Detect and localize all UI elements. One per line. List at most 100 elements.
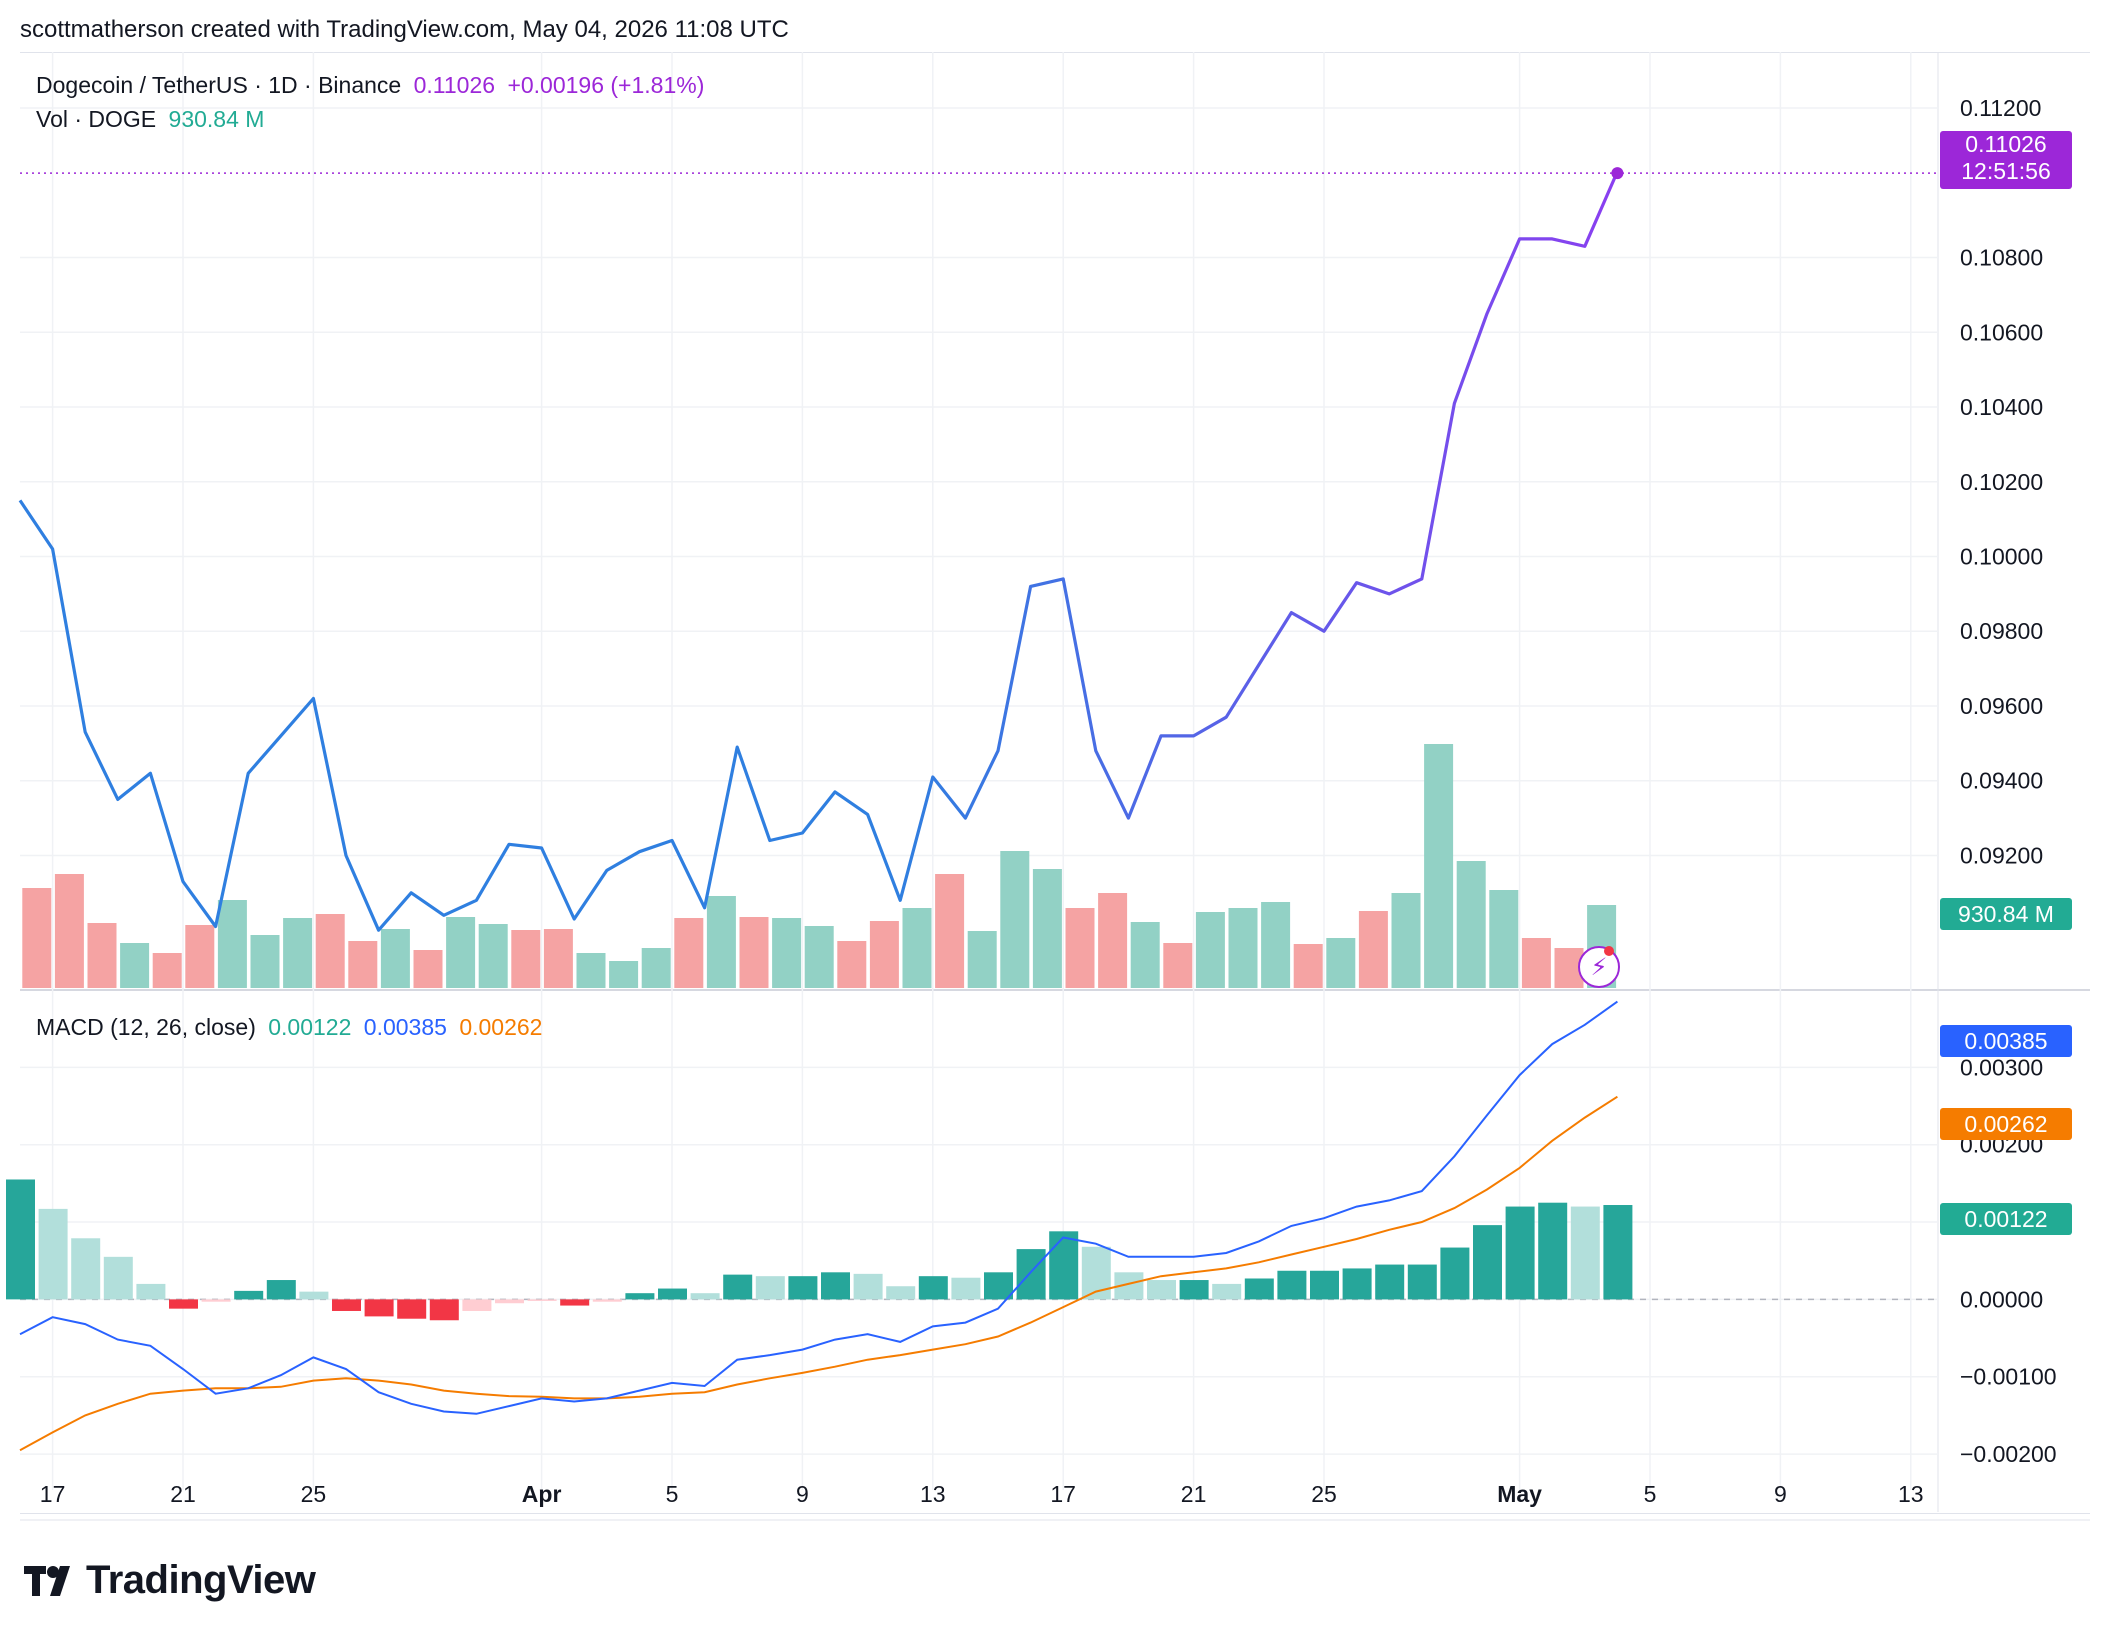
macd-main-line[interactable] — [19, 1000, 1618, 1415]
time-tick-label: May — [1497, 1481, 1542, 1507]
tradingview-logo-text: TradingView — [86, 1558, 316, 1602]
volume-bar — [772, 918, 802, 988]
time-tick-label: 13 — [920, 1481, 946, 1507]
macd-histogram-bar — [1310, 1270, 1339, 1300]
price-tick-label: 0.10400 — [1960, 394, 2043, 420]
macd-histogram-bar — [6, 1179, 35, 1300]
last-price-marker — [1611, 167, 1624, 180]
countdown-tag-value: 12:51:56 — [1961, 158, 2051, 184]
macd-histogram-bar — [1473, 1225, 1502, 1300]
volume-bar — [1456, 861, 1486, 988]
macd-histogram-bar — [201, 1299, 231, 1302]
chart-credit: scottmatherson created with TradingView.… — [20, 16, 789, 43]
macd-histogram-bar — [1505, 1206, 1535, 1300]
volume-bar — [1293, 944, 1323, 988]
time-tick-label: 9 — [796, 1481, 809, 1507]
main-legend: Dogecoin / TetherUS · 1D · Binance 0.110… — [36, 72, 710, 99]
price-series-line[interactable] — [18, 170, 1619, 932]
macd-tick-label: 0.00300 — [1960, 1054, 2043, 1080]
price-tick-label: 0.10200 — [1960, 469, 2043, 495]
macd-histogram-bar — [1570, 1206, 1600, 1300]
last-price-tag-value: 0.11026 — [1965, 131, 2047, 157]
volume-bar — [1000, 851, 1030, 988]
macd-histogram-bar — [234, 1290, 264, 1300]
volume-bar — [1130, 922, 1160, 988]
time-tick-label: 5 — [1644, 1481, 1657, 1507]
volume-bar — [902, 908, 932, 988]
volume-bar — [804, 926, 834, 988]
volume-bar — [1065, 908, 1095, 988]
last-price-value: 0.11026 — [413, 72, 496, 98]
macd-histogram-bar — [1375, 1264, 1405, 1300]
macd-histogram-bar — [169, 1299, 198, 1309]
volume-bar — [217, 900, 247, 988]
volume-bar — [478, 924, 508, 988]
macd-histogram-bar — [1538, 1202, 1568, 1300]
volume-tag: 930.84 M — [1940, 898, 2072, 930]
macd-tick-label: 0.00000 — [1960, 1286, 2043, 1312]
volume-bar — [869, 921, 899, 988]
tradingview-logo[interactable]: TradingView — [24, 1558, 316, 1603]
macd-hist-tag: 0.00122 — [1940, 1203, 2072, 1235]
macd-histogram-bar — [853, 1273, 883, 1300]
macd-histogram-bar — [136, 1283, 166, 1300]
macd-histogram-bar — [1147, 1280, 1176, 1300]
volume-bar — [348, 941, 378, 988]
volume-bar — [739, 917, 769, 988]
macd-histogram-bar — [690, 1293, 720, 1300]
price-tick-label: 0.10800 — [1960, 245, 2043, 271]
volume-label[interactable]: Vol · DOGE — [36, 106, 157, 132]
alert-bolt-icon[interactable]: ⚡ — [1578, 946, 1620, 988]
volume-bar — [1326, 938, 1356, 988]
macd-histogram-bar — [1603, 1205, 1633, 1300]
macd-histogram-bar — [560, 1299, 590, 1306]
macd-line-tag: 0.00385 — [1940, 1025, 2072, 1057]
time-tick-label: 9 — [1774, 1481, 1787, 1507]
last-price-tag: 0.11026 12:51:56 — [1940, 131, 2072, 189]
volume-bar — [576, 953, 606, 988]
macd-histogram-bar — [266, 1280, 296, 1300]
macd-signal-tag: 0.00262 — [1940, 1108, 2072, 1140]
macd-label[interactable]: MACD (12, 26, close) — [36, 1014, 256, 1040]
price-tick-label: 0.09200 — [1960, 842, 2043, 868]
volume-bar — [413, 950, 443, 988]
volume-bar — [1195, 912, 1225, 988]
macd-line-value: 0.00385 — [363, 1014, 447, 1040]
volume-bar — [609, 961, 639, 988]
volume-bar — [1424, 744, 1454, 988]
macd-histogram-bar — [1440, 1247, 1470, 1300]
macd-tick-label: −0.00100 — [1960, 1364, 2057, 1390]
volume-bar — [1098, 893, 1128, 988]
notification-dot-icon — [1604, 946, 1614, 956]
volume-bar — [1163, 943, 1193, 988]
volume-bar — [935, 874, 965, 988]
symbol-label[interactable]: Dogecoin / TetherUS · 1D · Binance — [36, 72, 402, 98]
time-tick-label: 17 — [1050, 1481, 1076, 1507]
macd-histogram-bar — [299, 1291, 329, 1300]
volume-bar — [967, 931, 997, 988]
price-tick-label: 0.09400 — [1960, 768, 2043, 794]
price-tick-label: 0.09800 — [1960, 618, 2043, 644]
macd-histogram-bar — [658, 1288, 687, 1300]
macd-signal-line[interactable] — [19, 1095, 1618, 1452]
macd-histogram-bar — [364, 1299, 394, 1317]
volume-bar — [1489, 890, 1519, 988]
volume-bar — [1521, 938, 1551, 988]
macd-histogram-bar — [1244, 1278, 1274, 1300]
macd-histogram-bar — [984, 1272, 1013, 1300]
macd-histogram-bar — [821, 1272, 850, 1300]
macd-histogram-bar — [1016, 1249, 1046, 1300]
macd-histogram-bar — [103, 1256, 133, 1300]
volume-bar — [1032, 869, 1062, 988]
macd-histogram-bar — [755, 1276, 785, 1300]
macd-histogram-bar — [592, 1299, 622, 1302]
volume-bar — [87, 923, 117, 988]
volume-bar — [706, 896, 736, 988]
macd-histogram-bar — [71, 1238, 101, 1300]
price-tick-label: 0.10000 — [1960, 544, 2043, 570]
macd-histogram-bar — [951, 1277, 981, 1300]
macd-histogram-bar — [1212, 1283, 1242, 1300]
macd-histogram-bar — [429, 1299, 459, 1321]
volume-bar — [1358, 911, 1388, 988]
